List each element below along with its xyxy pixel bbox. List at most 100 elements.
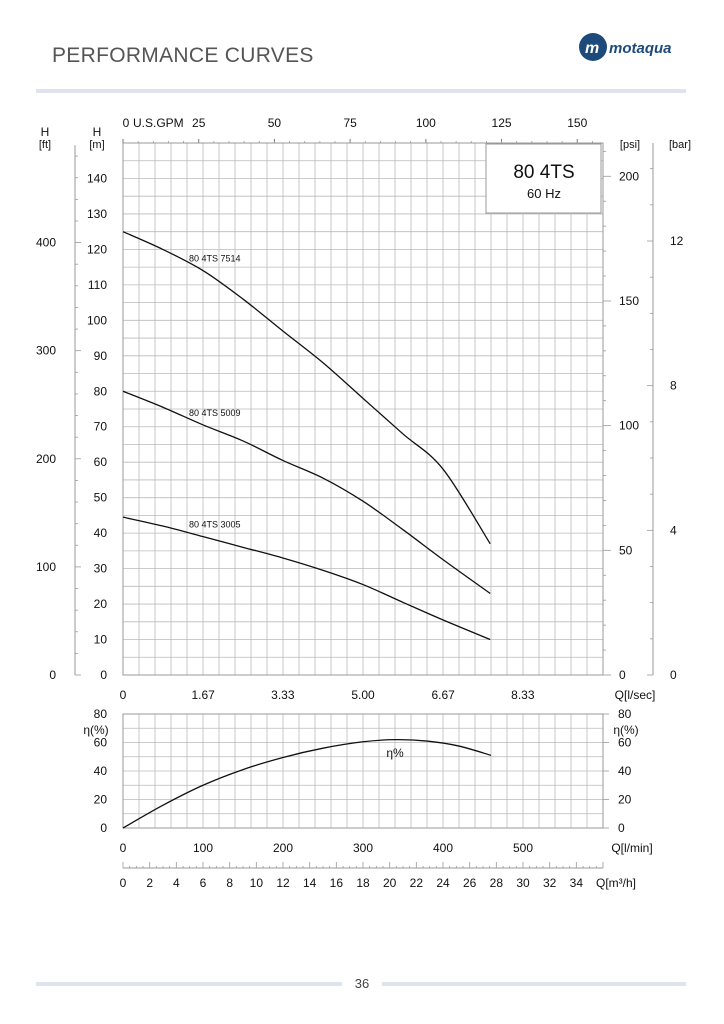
gpm-axis-label: U.S.GPM [133,116,184,130]
psi-tick-label: 0 [619,668,626,682]
logo-mark-icon [579,33,607,61]
ft-tick-label: 400 [36,236,56,250]
curve-80-4ts-7514 [122,231,491,545]
y-tick-label: 130 [87,207,107,221]
motaqua-logo: m motaqua [576,30,686,69]
bar-tick-label: 12 [670,234,684,248]
curve-label: 80 4TS 3005 [189,520,241,530]
m3h-tick-label: 10 [250,876,264,890]
eff-x-tick-label: 0 [120,841,127,855]
psi-tick-label: 150 [619,294,639,308]
m3h-tick-label: 6 [200,876,207,890]
y-tick-label: 110 [88,278,107,292]
efficiency-curve-label: η% [386,746,404,760]
svg-text:motaqua: motaqua [609,40,672,57]
gpm-tick-label: 25 [192,116,206,130]
gpm-tick-label: 100 [416,116,436,130]
y-axis-unit: [m] [89,139,104,151]
m3h-tick-label: 18 [356,876,370,890]
y-tick-label: 10 [94,633,108,647]
model-title: 80 4TS [513,162,574,183]
m3h-tick-label: 12 [276,876,290,890]
m3h-axis-label: Q[m³/h] [596,876,636,890]
psi-tick-label: 50 [619,543,633,557]
eff-x-tick-label: 200 [273,841,293,855]
y-tick-label: 0 [100,668,107,682]
y-tick-label: 40 [94,526,108,540]
gpm-tick-label: 50 [268,116,282,130]
model-frequency: 60 Hz [527,186,561,201]
x-tick-label: 5.00 [351,688,375,702]
ft-tick-label: 200 [36,452,56,466]
curve-label: 80 4TS 5009 [189,408,241,418]
y-tick-label: 20 [94,597,108,611]
eff-y-tick-label: 20 [94,793,108,807]
eff-y-tick-label: 80 [94,707,108,721]
m3h-tick-label: 34 [570,876,584,890]
x-tick-label: 0 [120,688,127,702]
m3h-tick-label: 8 [226,876,233,890]
gpm-tick-label: 0 [123,116,130,130]
gpm-tick-label: 75 [343,116,357,130]
y-tick-label: 90 [94,349,108,363]
eff-y-tick-label-right: 20 [618,793,632,807]
m3h-tick-label: 20 [383,876,397,890]
eff-x-axis-label: Q[l/min] [611,841,652,855]
bar-axis-label: [bar] [669,139,691,151]
psi-tick-label: 100 [619,419,639,433]
y-tick-label: 70 [94,420,108,434]
eff-x-tick-label: 100 [193,841,213,855]
m3h-tick-label: 26 [463,876,477,890]
y-tick-label: 50 [94,491,108,505]
m3h-tick-label: 32 [543,876,557,890]
m3h-tick-label: 28 [490,876,504,890]
eff-y-tick-label: 40 [94,764,108,778]
m3h-tick-label: 22 [410,876,424,890]
gpm-tick-label: 150 [567,116,587,130]
header-rule [36,89,686,93]
x-tick-label: 1.67 [191,688,215,702]
m3h-tick-label: 14 [303,876,317,890]
eff-x-tick-label: 300 [353,841,373,855]
y-tick-label: 30 [94,562,108,576]
m3h-tick-label: 4 [173,876,180,890]
page-title: PERFORMANCE CURVES [52,44,314,67]
ft-tick-label: 100 [36,560,56,574]
plot-frame [122,142,604,676]
bar-tick-label: 8 [670,379,677,393]
psi-tick-label: 200 [619,169,639,183]
ft-axis-label: H [41,125,50,139]
eff-y-tick-label: 60 [94,736,108,750]
x-tick-label: 6.67 [431,688,455,702]
bar-tick-label: 0 [670,668,677,682]
psi-axis-label: [psi] [620,139,640,151]
curve-label: 80 4TS 7514 [189,254,241,264]
curve-80-4ts-3005 [122,516,491,641]
eff-y-axis-label: η(%) [83,723,108,737]
m3h-tick-label: 30 [516,876,530,890]
y-tick-label: 100 [87,313,107,327]
x-tick-label: 3.33 [271,688,295,702]
eff-y-tick-label: 0 [100,821,107,835]
model-box [485,143,602,214]
y-tick-label: 60 [94,455,108,469]
footer-rule-right [382,982,686,986]
m3h-tick-label: 16 [330,876,344,890]
footer-rule-left [36,982,342,986]
ft-tick-label: 0 [49,668,56,682]
bar-tick-label: 4 [670,523,677,537]
eff-y-tick-label-right: 40 [618,764,632,778]
y-tick-label: 140 [87,171,107,185]
m3h-tick-label: 2 [146,876,153,890]
eff-x-tick-label: 400 [433,841,453,855]
eff-y-tick-label-right: 0 [618,821,625,835]
eff-y-tick-label-right: 80 [618,707,632,721]
y-axis-label: H [93,125,102,139]
curve-80-4ts-5009 [122,390,491,594]
x-tick-label: 8.33 [511,688,535,702]
svg-text:m: m [585,40,599,57]
efficiency-curve [122,738,492,829]
ft-axis-unit: [ft] [39,139,51,151]
y-tick-label: 120 [87,242,107,256]
